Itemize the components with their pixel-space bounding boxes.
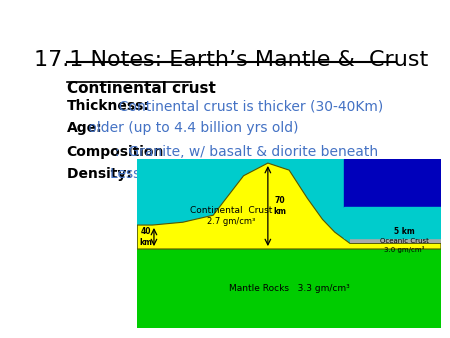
Text: Mantle Rocks   3.3 gm/cm³: Mantle Rocks 3.3 gm/cm³: [229, 284, 350, 293]
Polygon shape: [137, 163, 441, 249]
Text: 17.1 Notes: Earth’s Mantle &  Crust: 17.1 Notes: Earth’s Mantle & Crust: [33, 50, 428, 70]
Text: Continental  Crust: Continental Crust: [190, 207, 273, 215]
Text: older (up to 4.4 billion yrs old): older (up to 4.4 billion yrs old): [84, 121, 299, 135]
Text: Continental crust: Continental crust: [67, 81, 216, 96]
Polygon shape: [350, 238, 441, 243]
Text: Thickness:: Thickness:: [67, 99, 149, 113]
Text: Oceanic Crust: Oceanic Crust: [380, 238, 429, 244]
Text: 70
km: 70 km: [273, 196, 286, 216]
Bar: [344, 159, 441, 207]
Text: :  Granite, w/ basalt & diorite beneath: : Granite, w/ basalt & diorite beneath: [115, 145, 378, 159]
Text: Continental crust is thicker (30-40Km): Continental crust is thicker (30-40Km): [110, 99, 383, 113]
Bar: [137, 249, 441, 328]
Text: 3.0 gm/cm³: 3.0 gm/cm³: [384, 246, 425, 253]
Text: Age:: Age:: [67, 121, 102, 135]
Text: 5 km: 5 km: [394, 227, 415, 236]
Text: 2.7 gm/cm³: 2.7 gm/cm³: [207, 217, 256, 226]
Text: Less dense: Less dense: [110, 167, 187, 181]
Text: Composition: Composition: [67, 145, 164, 159]
Text: Density:: Density:: [67, 167, 141, 181]
Bar: [344, 207, 441, 238]
Text: 40
km: 40 km: [139, 227, 152, 247]
